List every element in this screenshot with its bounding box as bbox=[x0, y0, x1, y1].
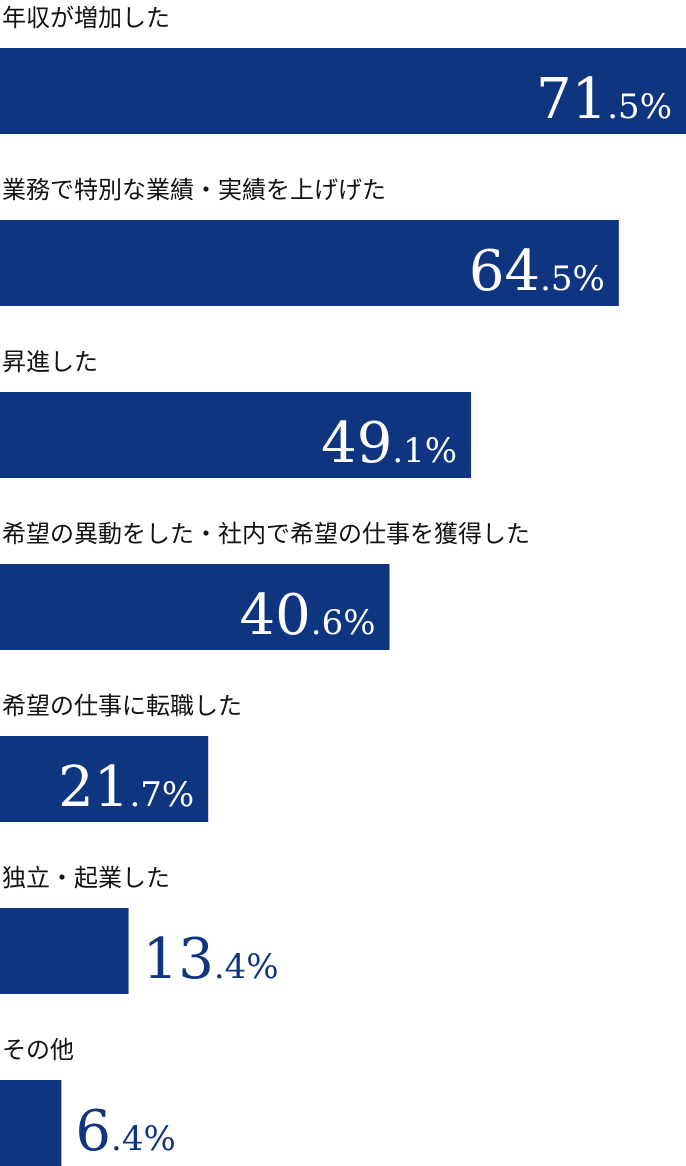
bar bbox=[0, 736, 209, 822]
category-label: その他 bbox=[2, 1036, 74, 1064]
category-label: 希望の仕事に転職した bbox=[2, 692, 242, 720]
bar bbox=[0, 392, 472, 478]
category-label: 独立・起業した bbox=[2, 864, 170, 892]
value-label: 13.4% bbox=[143, 927, 279, 992]
category-label: 年収が増加した bbox=[2, 4, 170, 32]
value-label: 64.5% bbox=[469, 239, 605, 304]
bar bbox=[0, 220, 619, 306]
value-label: 71.5% bbox=[536, 67, 672, 132]
category-label: 昇進した bbox=[2, 348, 98, 376]
value-label: 40.6% bbox=[240, 583, 376, 648]
value-label: 6.4% bbox=[75, 1099, 175, 1164]
category-label: 希望の異動をした・社内で希望の仕事を獲得した bbox=[2, 520, 530, 548]
bar bbox=[0, 908, 129, 994]
bar bbox=[0, 564, 390, 650]
category-label: 業務で特別な業績・実績を上げげた bbox=[2, 176, 386, 204]
bar bbox=[0, 1080, 62, 1166]
value-label: 49.1% bbox=[321, 411, 457, 476]
bar bbox=[0, 48, 686, 134]
value-label: 21.7% bbox=[58, 755, 194, 820]
